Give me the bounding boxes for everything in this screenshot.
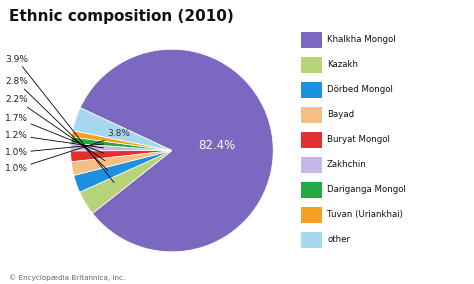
Wedge shape (71, 143, 172, 151)
Wedge shape (73, 108, 172, 151)
Wedge shape (71, 137, 172, 151)
Text: 3.9%: 3.9% (5, 55, 114, 183)
Text: Ethnic composition (2010): Ethnic composition (2010) (9, 9, 234, 24)
Text: Zakhchin: Zakhchin (327, 160, 367, 169)
Text: 2.2%: 2.2% (5, 95, 105, 161)
Text: 1.2%: 1.2% (5, 131, 103, 148)
Text: Kazakh: Kazakh (327, 60, 358, 69)
Wedge shape (74, 151, 172, 192)
Text: Dariganga Mongol: Dariganga Mongol (327, 185, 406, 194)
Text: Dörbed Mongol: Dörbed Mongol (327, 85, 393, 94)
Wedge shape (72, 131, 172, 151)
Text: 1.7%: 1.7% (5, 114, 104, 153)
Text: Tuvan (Uriankhai): Tuvan (Uriankhai) (327, 210, 403, 219)
Text: 3.8%: 3.8% (108, 129, 130, 138)
Wedge shape (80, 151, 172, 213)
Text: 1.0%: 1.0% (5, 144, 104, 157)
Wedge shape (71, 151, 172, 162)
Text: Buryat Mongol: Buryat Mongol (327, 135, 390, 144)
Text: 1.0%: 1.0% (5, 141, 104, 173)
Text: 82.4%: 82.4% (199, 139, 236, 152)
Wedge shape (71, 151, 172, 176)
Wedge shape (80, 49, 273, 252)
Text: Khalkha Mongol: Khalkha Mongol (327, 35, 396, 44)
Text: other: other (327, 235, 350, 244)
Text: © Encyclopædia Britannica, Inc.: © Encyclopædia Britannica, Inc. (9, 275, 126, 281)
Text: Bayad: Bayad (327, 110, 354, 119)
Text: 2.8%: 2.8% (5, 77, 108, 170)
